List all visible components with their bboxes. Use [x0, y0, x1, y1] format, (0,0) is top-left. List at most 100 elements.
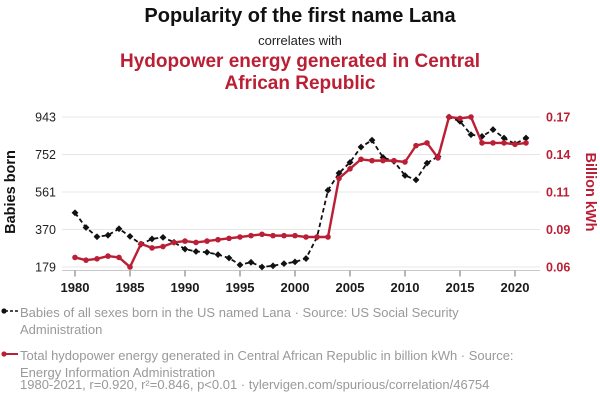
x-axis-tick-label: 2015	[446, 280, 475, 295]
series-hydropower-marker	[446, 114, 452, 120]
series-lana-marker	[357, 143, 365, 151]
y-axis-tick-label-right: 0.11	[546, 186, 570, 200]
x-axis-tick-label: 1980	[61, 280, 90, 295]
series-lana-marker	[346, 158, 354, 166]
x-axis-tick-label: 1995	[226, 280, 255, 295]
series-hydropower-marker	[292, 232, 298, 239]
series-lana-marker	[93, 233, 101, 241]
chart-area: 179 0.06 370 0.09 561 0.11 752 0.14 943 0.17 1980 1…	[0, 100, 600, 302]
series-hydropower-marker	[171, 239, 177, 246]
series-lana-marker	[126, 232, 134, 240]
series-lana-marker	[423, 159, 431, 167]
series-lana-marker	[324, 186, 332, 194]
series-hydropower-marker	[127, 264, 133, 270]
y-axis-tick-label-left: 179	[35, 261, 56, 275]
correlates-with-label: correlates with	[258, 33, 342, 48]
series-lana-marker	[467, 131, 475, 139]
series-lana-marker	[291, 258, 299, 266]
series-hydropower-marker	[83, 257, 89, 263]
solid-circle-series-icon	[1, 351, 18, 357]
series-lana-marker	[335, 169, 343, 177]
series-hydropower-marker	[226, 235, 232, 242]
y-axis-tick-label-right: 0.09	[546, 223, 570, 237]
series-lana-marker	[269, 262, 277, 270]
series-hydropower-marker	[336, 175, 342, 182]
x-axis-tick-label: 2010	[391, 280, 420, 295]
series-lana-marker	[148, 235, 156, 243]
series-lana-marker	[302, 255, 310, 262]
series-lana-marker	[500, 134, 508, 142]
series-hydropower-marker	[457, 115, 463, 122]
series-hydropower-marker	[149, 245, 155, 251]
series-hydropower-marker	[138, 241, 144, 247]
series-hydropower-marker	[347, 166, 353, 172]
page-title: Popularity of the first name Lana	[144, 5, 456, 27]
series-hydropower-marker	[182, 238, 188, 244]
series-hydropower-marker	[424, 140, 430, 146]
y-axis-tick-label-left: 370	[35, 223, 56, 237]
series-lana-marker	[159, 233, 167, 241]
series-hydropower-marker	[523, 140, 529, 146]
series-hydropower-marker	[204, 238, 210, 244]
series-lana-marker	[478, 133, 486, 140]
series-lana-marker	[203, 248, 211, 256]
series-hydropower-marker	[391, 157, 397, 164]
series-hydropower-marker	[237, 234, 243, 240]
series-lana-marker	[379, 154, 387, 161]
series-hydropower-marker	[468, 114, 474, 120]
dashed-diamond-series-icon	[1, 308, 18, 314]
series-hydropower-marker	[490, 140, 496, 146]
x-axis-tick-label: 2000	[281, 280, 310, 295]
y-axis-title-left: Babies born	[3, 150, 19, 234]
series-lana-marker	[115, 225, 123, 233]
legend-item-lana-label: Babies of all sexes born in the US named…	[20, 305, 459, 337]
series-lana-marker	[82, 224, 90, 231]
series-lana-marker	[225, 254, 233, 262]
series-lana-marker	[368, 136, 376, 144]
series-hydropower-marker	[303, 234, 309, 240]
legend-item-hydropower: Total hydopower energy generated in Cent…	[1, 347, 525, 381]
y-axis-title-right: Billion kWh	[582, 153, 598, 232]
legend-item-hydropower-label: Total hydopower energy generated in Cent…	[20, 348, 514, 380]
series-hydropower-marker	[314, 234, 320, 240]
series-lana-marker	[236, 261, 244, 269]
y-axis-tick-label-right: 0.14	[546, 148, 570, 162]
series-hydropower-marker	[435, 155, 441, 161]
series-hydropower-marker	[248, 232, 254, 239]
series-hydropower-marker	[325, 234, 331, 240]
series-hydropower-marker	[281, 232, 287, 239]
series-lana-marker	[247, 258, 255, 266]
series-lana-marker	[456, 117, 464, 125]
series-hydropower-marker	[116, 254, 122, 261]
x-axis-tick-label: 1990	[171, 280, 200, 295]
series-hydropower-marker	[501, 140, 507, 146]
series-hydropower-marker	[479, 140, 485, 146]
series-hydropower-marker	[105, 253, 111, 259]
chart-plot: 179 0.06 370 0.09 561 0.11 752 0.14 943 0.17 1980 1…	[3, 111, 598, 296]
series-hydropower-marker	[215, 236, 221, 243]
x-axis-tick-label: 1985	[116, 280, 145, 295]
series-hydropower-marker	[72, 254, 78, 261]
y-axis-tick-label-right: 0.06	[546, 261, 570, 275]
series-hydropower-marker	[512, 141, 518, 148]
series-hydropower-marker	[193, 239, 199, 246]
series-hydropower-marker	[160, 243, 166, 250]
secondary-title: Hydopower energy generated in Central Af…	[119, 51, 481, 94]
stats-citation: 1980-2021, r=0.920, r²=0.846, p<0.01 · t…	[20, 377, 490, 392]
legend-item-lana: Babies of all sexes born in the US named…	[1, 304, 525, 338]
series-lana-marker	[192, 248, 200, 255]
series-hydropower-marker	[369, 157, 375, 164]
series-lana-marker	[280, 260, 288, 268]
series-lana-marker	[214, 251, 222, 259]
x-axis-tick-label: 2005	[336, 280, 365, 295]
series-hydropower-marker	[380, 157, 386, 164]
series-hydropower-marker	[358, 156, 364, 163]
series-hydropower-marker	[259, 231, 265, 238]
y-axis-tick-label-left: 561	[35, 186, 56, 200]
series-lana-marker	[181, 245, 189, 253]
series-hydropower-marker	[413, 142, 419, 149]
y-axis-tick-label-left: 943	[35, 111, 56, 125]
series-lana-marker	[104, 231, 112, 239]
series-lana-marker	[489, 126, 497, 133]
